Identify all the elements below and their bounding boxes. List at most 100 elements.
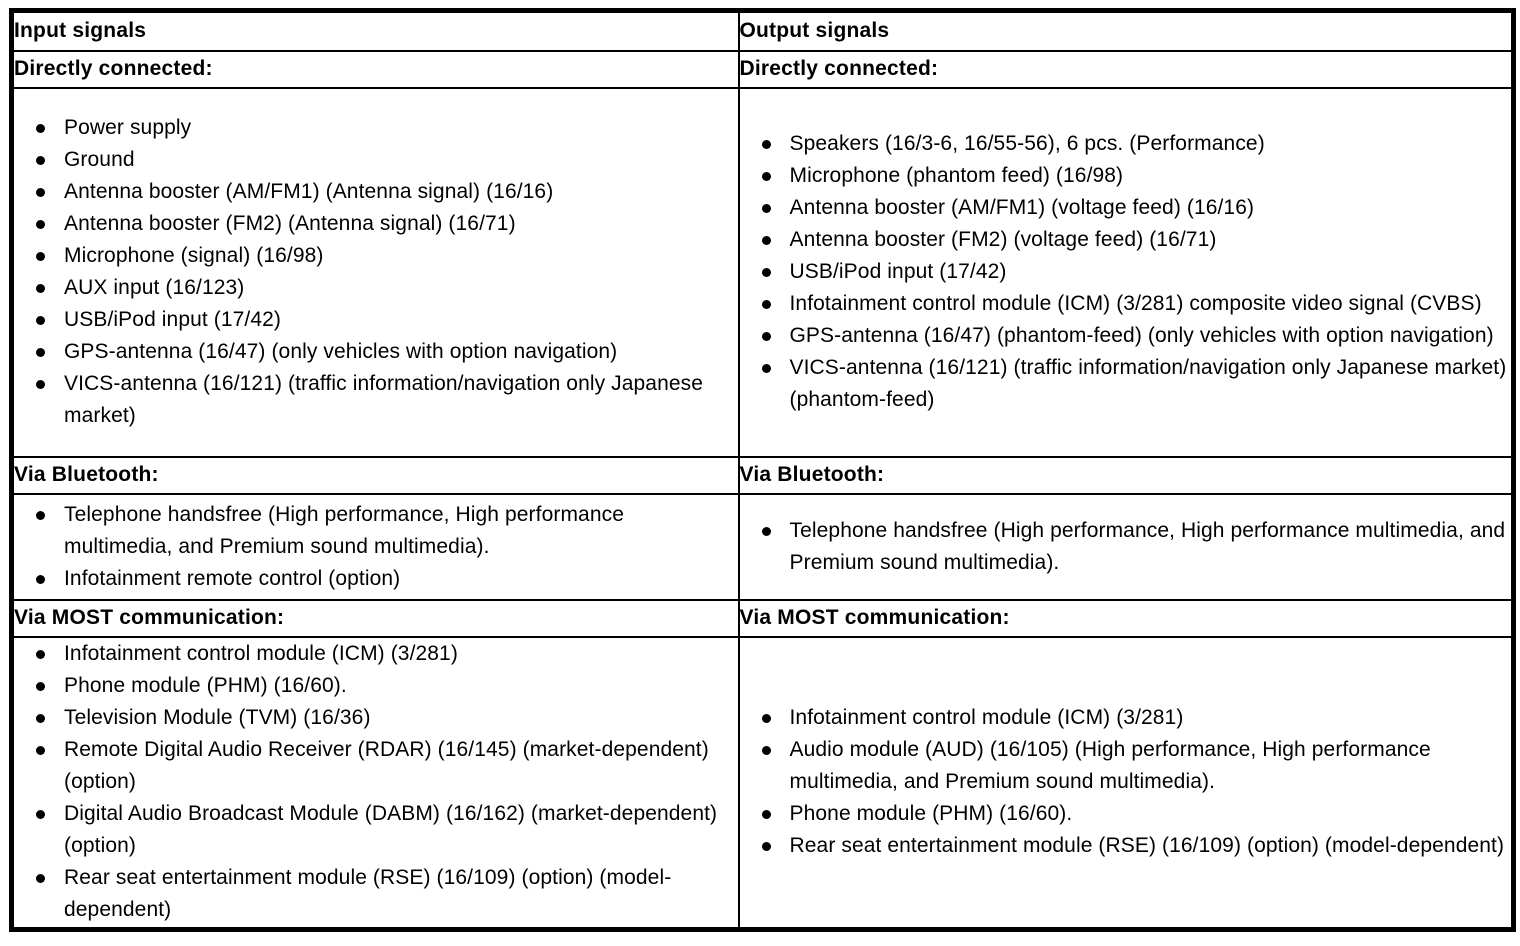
list-item: Telephone handsfree (High performance, H… <box>740 515 1512 579</box>
bullet-icon <box>36 714 45 724</box>
section-title-via-bluetooth-left: Via Bluetooth: <box>10 455 740 495</box>
list-item-text: VICS-antenna (16/121) (traffic informati… <box>64 372 704 427</box>
list-item: VICS-antenna (16/121) (traffic informati… <box>14 368 738 432</box>
list-item: Antenna booster (FM2) (voltage feed) (16… <box>740 224 1512 256</box>
list-item-text: Antenna booster (AM/FM1) (Antenna signal… <box>64 180 554 203</box>
bullet-icon <box>36 510 45 520</box>
bullet-icon <box>36 316 45 325</box>
bullet-icon <box>36 124 45 133</box>
list-item-text: Microphone (phantom feed) (16/98) <box>789 164 1124 187</box>
items-cell-input-via-bluetooth: Telephone handsfree (High performance, H… <box>10 492 740 601</box>
bullet-icon <box>761 140 771 149</box>
list-item-text: Antenna booster (FM2) (voltage feed) (16… <box>789 228 1217 251</box>
list-item: Audio module (AUD) (16/105) (High perfor… <box>740 734 1512 798</box>
bullet-list: Power supply Ground Antenna booster (AM/… <box>14 112 738 432</box>
list-item-text: Digital Audio Broadcast Module (DABM) (1… <box>64 802 718 858</box>
list-item: Ground <box>14 144 738 176</box>
list-item-text: Ground <box>64 148 135 171</box>
list-item: Television Module (TVM) (16/36) <box>14 702 738 734</box>
list-item: Microphone (signal) (16/98) <box>14 240 738 272</box>
bullet-icon <box>36 810 45 820</box>
list-item-text: Telephone handsfree (High performance, H… <box>789 518 1506 574</box>
bullet-list: Infotainment control module (ICM) (3/281… <box>740 702 1512 862</box>
bullet-icon <box>36 874 45 884</box>
bullet-icon <box>36 380 45 389</box>
section-title-via-most-right: Via MOST communication: <box>737 598 1515 638</box>
list-item: AUX input (16/123) <box>14 272 738 304</box>
bullet-icon <box>761 714 771 724</box>
list-item-text: Antenna booster (AM/FM1) (voltage feed) … <box>789 196 1255 219</box>
bullet-icon <box>36 156 45 165</box>
list-item: Power supply <box>14 112 738 144</box>
section-items-row-via-bluetooth: Telephone handsfree (High performance, H… <box>10 492 1515 601</box>
bullet-icon <box>36 220 45 229</box>
list-item: Phone module (PHM) (16/60). <box>740 798 1512 830</box>
list-item-text: Power supply <box>64 116 192 139</box>
bullet-list: Telephone handsfree (High performance, H… <box>14 499 738 595</box>
column-header-input-signals: Input signals <box>10 9 740 52</box>
bullet-icon <box>36 252 45 261</box>
list-item-text: Rear seat entertainment module (RSE) (16… <box>789 834 1505 858</box>
list-item: USB/iPod input (17/42) <box>740 256 1512 288</box>
list-item: Speakers (16/3-6, 16/55-56), 6 pcs. (Per… <box>740 128 1512 160</box>
list-item-text: Infotainment control module (ICM) (3/281… <box>789 706 1184 730</box>
list-item-text: Audio module (AUD) (16/105) (High perfor… <box>789 738 1431 794</box>
list-item: Antenna booster (AM/FM1) (voltage feed) … <box>740 192 1512 224</box>
bullet-icon <box>761 364 771 373</box>
signals-table: Input signals Output signals Directly co… <box>9 8 1516 932</box>
list-item: USB/iPod input (17/42) <box>14 304 738 336</box>
bullet-icon <box>36 284 45 293</box>
list-item-text: Infotainment remote control (option) <box>64 566 401 590</box>
list-item-text: VICS-antenna (16/121) (traffic informati… <box>789 356 1507 411</box>
bullet-icon <box>761 810 771 820</box>
list-item-text: AUX input (16/123) <box>64 276 245 299</box>
items-cell-output-via-most: Infotainment control module (ICM) (3/281… <box>737 635 1515 931</box>
list-item: GPS-antenna (16/47) (only vehicles with … <box>14 336 738 368</box>
list-item-text: Infotainment control module (ICM) (3/281… <box>64 642 458 666</box>
section-title-directly-connected-left: Directly connected: <box>10 49 740 89</box>
bullet-icon <box>36 682 45 692</box>
list-item-text: Speakers (16/3-6, 16/55-56), 6 pcs. (Per… <box>789 132 1265 155</box>
section-title-directly-connected-right: Directly connected: <box>737 49 1515 89</box>
list-item: Infotainment control module (ICM) (3/281… <box>14 638 738 670</box>
section-title-via-most-left: Via MOST communication: <box>10 598 740 638</box>
bullet-icon <box>761 842 771 852</box>
bullet-icon <box>36 574 45 584</box>
list-item-text: USB/iPod input (17/42) <box>789 260 1007 283</box>
list-item: Phone module (PHM) (16/60). <box>14 670 738 702</box>
section-items-row-directly-connected: Power supply Ground Antenna booster (AM/… <box>10 86 1515 458</box>
header-row: Input signals Output signals <box>10 9 1515 52</box>
section-title-via-bluetooth-right: Via Bluetooth: <box>737 455 1515 495</box>
bullet-list: Infotainment control module (ICM) (3/281… <box>14 638 738 926</box>
bullet-icon <box>36 650 45 660</box>
list-item-text: Rear seat entertainment module (RSE) (16… <box>64 866 672 922</box>
items-cell-output-via-bluetooth: Telephone handsfree (High performance, H… <box>737 492 1515 601</box>
section-items-row-via-most: Infotainment control module (ICM) (3/281… <box>10 635 1515 931</box>
list-item: GPS-antenna (16/47) (phantom-feed) (only… <box>740 320 1512 352</box>
list-item-text: Phone module (PHM) (16/60). <box>789 802 1073 826</box>
list-item-text: Antenna booster (FM2) (Antenna signal) (… <box>64 212 516 235</box>
list-item: Remote Digital Audio Receiver (RDAR) (16… <box>14 734 738 798</box>
list-item: Infotainment control module (ICM) (3/281… <box>740 702 1512 734</box>
list-item: Telephone handsfree (High performance, H… <box>14 499 738 563</box>
bullet-icon <box>761 268 771 277</box>
section-title-row-via-bluetooth: Via Bluetooth: Via Bluetooth: <box>10 455 1515 495</box>
list-item-text: Microphone (signal) (16/98) <box>64 244 324 267</box>
list-item: Infotainment remote control (option) <box>14 563 738 595</box>
bullet-list: Telephone handsfree (High performance, H… <box>740 515 1512 579</box>
items-cell-input-directly-connected: Power supply Ground Antenna booster (AM/… <box>10 86 740 458</box>
list-item: VICS-antenna (16/121) (traffic informati… <box>740 352 1512 416</box>
section-title-row-via-most: Via MOST communication: Via MOST communi… <box>10 598 1515 638</box>
bullet-icon <box>36 188 45 197</box>
bullet-icon <box>761 526 771 536</box>
list-item-text: GPS-antenna (16/47) (phantom-feed) (only… <box>789 324 1494 347</box>
list-item: Antenna booster (FM2) (Antenna signal) (… <box>14 208 738 240</box>
bullet-icon <box>761 332 771 341</box>
bullet-icon <box>36 348 45 357</box>
list-item: Infotainment control module (ICM) (3/281… <box>740 288 1512 320</box>
list-item-text: Phone module (PHM) (16/60). <box>64 674 347 698</box>
list-item: Antenna booster (AM/FM1) (Antenna signal… <box>14 176 738 208</box>
bullet-icon <box>761 300 771 309</box>
bullet-icon <box>761 236 771 245</box>
bullet-icon <box>761 746 771 756</box>
